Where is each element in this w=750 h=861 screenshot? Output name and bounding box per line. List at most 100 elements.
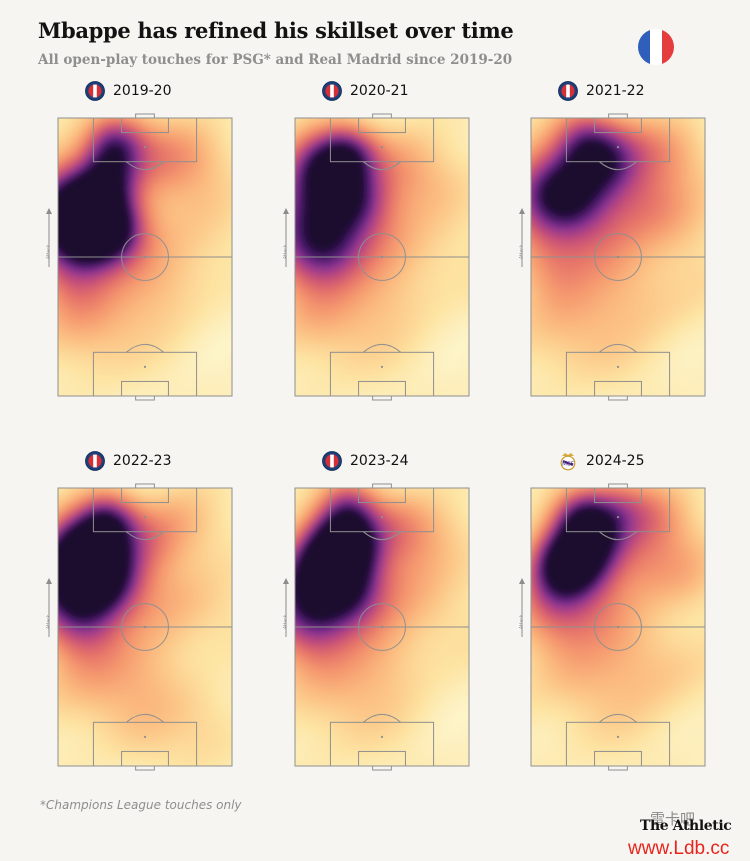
- crest-outline: [322, 451, 342, 471]
- centre-circle: [594, 603, 642, 651]
- pitch-heatmap: Attack: [519, 483, 706, 771]
- attack-label: Attack: [283, 244, 289, 259]
- penalty-arc-bottom: [598, 713, 638, 723]
- penalty-spot-top: [616, 146, 620, 149]
- flag-stripe-white: [650, 29, 662, 65]
- attack-arrow-icon: [46, 578, 52, 584]
- psg-crest-icon: [85, 451, 105, 471]
- attack-label: Attack: [46, 614, 52, 629]
- psg-crest-icon: [558, 81, 578, 101]
- centre-spot: [380, 625, 384, 629]
- pitch-heatmap: Attack: [46, 113, 233, 401]
- season-label: 2024-25: [586, 453, 645, 469]
- attack-label: Attack: [283, 614, 289, 629]
- penalty-arc-top: [125, 161, 165, 171]
- chart-title: Mbappe has refined his skillset over tim…: [38, 18, 514, 43]
- penalty-spot-top: [616, 516, 620, 519]
- crest-crown: [562, 453, 574, 456]
- centre-spot: [143, 625, 147, 629]
- penalty-spot-bottom: [380, 365, 384, 368]
- penalty-arc-top: [598, 531, 638, 541]
- season-label: 2022-23: [113, 453, 172, 469]
- penalty-spot-top: [380, 516, 384, 519]
- penalty-spot-bottom: [380, 735, 384, 738]
- centre-spot: [616, 625, 620, 629]
- panel-header: 2021-22: [558, 80, 645, 102]
- centre-circle: [121, 603, 169, 651]
- attack-arrow-icon: [46, 208, 52, 214]
- pitch-heatmap: Attack: [46, 483, 233, 771]
- goal-top: [608, 483, 628, 489]
- real-madrid-crest-icon: MCF: [560, 453, 576, 471]
- penalty-arc-bottom: [125, 343, 165, 353]
- attack-label: Attack: [519, 614, 525, 629]
- crest-tower: [330, 84, 334, 98]
- centre-spot: [616, 255, 620, 259]
- goal-bottom: [372, 395, 392, 401]
- brand-logo: The Athletic: [640, 818, 732, 834]
- footnote: *Champions League touches only: [40, 798, 242, 812]
- penalty-arc-top: [125, 531, 165, 541]
- penalty-spot-bottom: [143, 735, 147, 738]
- goal-bottom: [608, 395, 628, 401]
- psg-crest-icon: [85, 81, 105, 101]
- goal-top: [135, 113, 155, 119]
- attack-arrow-icon: [283, 208, 289, 214]
- attack-arrow-icon: [283, 578, 289, 584]
- penalty-spot-top: [380, 146, 384, 149]
- penalty-arc-bottom: [362, 713, 402, 723]
- penalty-arc-top: [598, 161, 638, 171]
- crest-tower: [93, 84, 97, 98]
- season-label: 2019-20: [113, 83, 172, 99]
- attack-arrow-icon: [519, 578, 525, 584]
- penalty-spot-bottom: [616, 735, 620, 738]
- penalty-arc-top: [362, 531, 402, 541]
- goal-top: [608, 113, 628, 119]
- crest-tower: [566, 84, 570, 98]
- goal-bottom: [135, 765, 155, 771]
- centre-spot: [143, 255, 147, 259]
- pitch-heatmap: Attack: [519, 113, 706, 401]
- crest-outline: [85, 451, 105, 471]
- chart-subtitle: All open-play touches for PSG* and Real …: [38, 52, 513, 68]
- centre-circle: [358, 233, 406, 281]
- flag-stripe-blue: [638, 29, 650, 65]
- penalty-arc-bottom: [598, 343, 638, 353]
- pitch-heatmap: Attack: [283, 483, 470, 771]
- penalty-arc-bottom: [125, 713, 165, 723]
- pitch-heatmap: Attack: [283, 113, 470, 401]
- france-flag-icon: [638, 29, 674, 65]
- centre-circle: [594, 233, 642, 281]
- penalty-spot-top: [143, 146, 147, 149]
- psg-crest-icon: [322, 81, 342, 101]
- watermark-url: www.Ldb.cc: [628, 838, 730, 859]
- goal-bottom: [608, 765, 628, 771]
- season-label: 2021-22: [586, 83, 645, 99]
- centre-circle: [358, 603, 406, 651]
- crest-tower: [93, 454, 97, 468]
- goal-bottom: [372, 765, 392, 771]
- penalty-spot-top: [143, 516, 147, 519]
- goal-top: [135, 483, 155, 489]
- crest-letters: MCF: [562, 461, 574, 467]
- crest-outline: [322, 81, 342, 101]
- goal-top: [372, 483, 392, 489]
- crest-tower: [330, 454, 334, 468]
- centre-spot: [380, 255, 384, 259]
- penalty-arc-top: [362, 161, 402, 171]
- penalty-spot-bottom: [143, 365, 147, 368]
- crest-outline: [558, 81, 578, 101]
- season-label: 2023-24: [350, 453, 409, 469]
- crest-outline: [85, 81, 105, 101]
- penalty-spot-bottom: [616, 365, 620, 368]
- psg-crest-icon: [322, 451, 342, 471]
- panel-header: 2022-23: [85, 450, 172, 472]
- attack-label: Attack: [46, 244, 52, 259]
- crest-sash: [562, 459, 574, 467]
- season-label: 2020-21: [350, 83, 409, 99]
- centre-circle: [121, 233, 169, 281]
- attack-arrow-icon: [519, 208, 525, 214]
- attack-label: Attack: [519, 244, 525, 259]
- panel-header: MCF 2024-25: [558, 450, 645, 472]
- goal-top: [372, 113, 392, 119]
